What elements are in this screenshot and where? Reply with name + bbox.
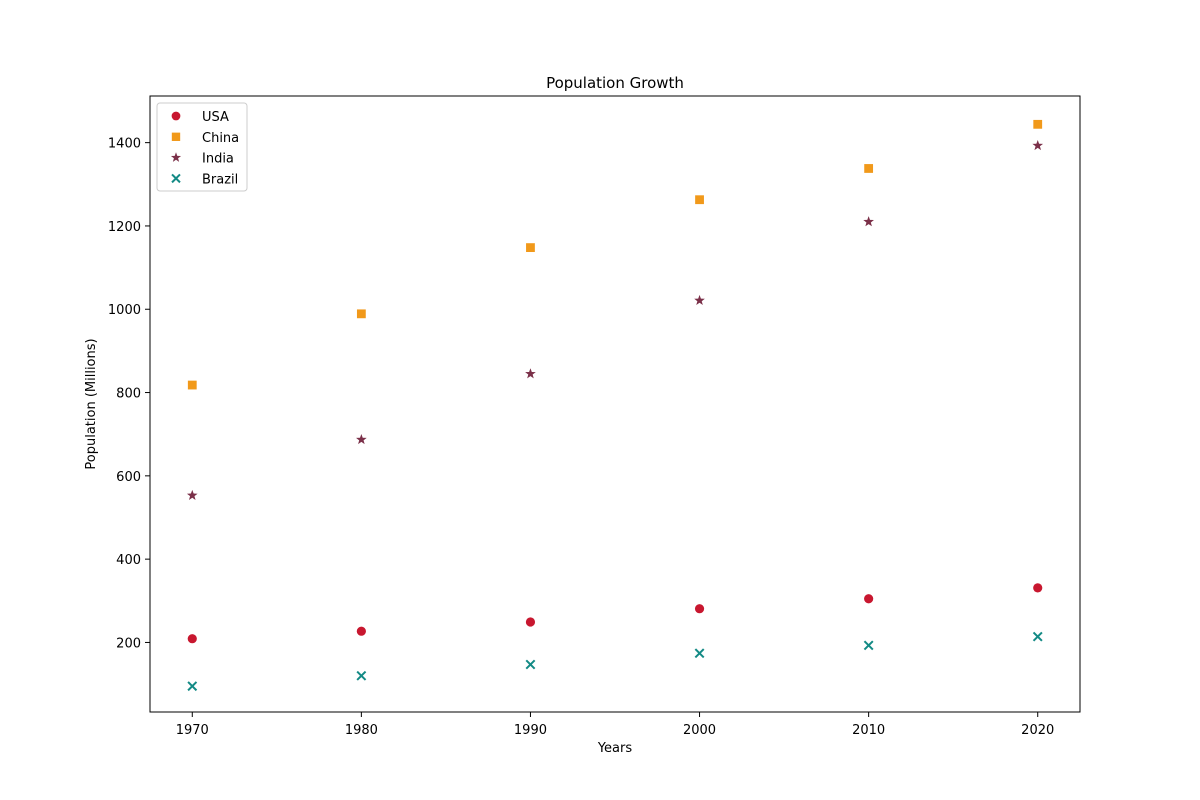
x-tick-label: 1970 xyxy=(176,723,209,738)
point-china-1970 xyxy=(187,380,197,390)
point-brazil-2010-stroke-b xyxy=(863,640,874,651)
chart-title: Population Growth xyxy=(546,74,684,92)
point-india-1980 xyxy=(356,434,367,445)
legend-label-india: India xyxy=(202,152,234,167)
point-brazil-2000-stroke-b xyxy=(694,648,705,659)
point-india-2010 xyxy=(863,216,874,227)
point-china-2020 xyxy=(1033,119,1043,129)
y-axis-title: Population (Millions) xyxy=(84,338,99,469)
point-china-2000 xyxy=(695,195,704,205)
legend-marker-usa xyxy=(171,111,181,121)
point-brazil-1980 xyxy=(356,670,367,681)
point-india-2000 xyxy=(694,294,705,306)
y-tick-label: 200 xyxy=(116,636,141,651)
point-china-2010 xyxy=(864,164,874,173)
point-usa-1970 xyxy=(187,634,197,644)
y-tick-label: 1400 xyxy=(108,137,141,152)
point-india-1970 xyxy=(186,489,198,500)
axes-frame xyxy=(149,95,1081,713)
legend-marker-china xyxy=(171,132,181,141)
legend: USA China India Brazil xyxy=(156,102,248,192)
x-tick-label: 2000 xyxy=(683,723,716,738)
point-brazil-2000 xyxy=(694,648,705,659)
x-tick-label: 2020 xyxy=(1021,723,1054,738)
point-india-2020 xyxy=(1032,139,1044,151)
y-tick-label: 1000 xyxy=(108,303,141,318)
x-tick-label: 1990 xyxy=(514,723,547,738)
point-usa-1980 xyxy=(356,626,366,636)
point-usa-2020 xyxy=(1033,583,1043,593)
legend-marker-brazil-stroke-b xyxy=(171,173,181,184)
point-china-1990 xyxy=(526,243,535,253)
legend-label-china: China xyxy=(202,131,239,146)
legend-label-brazil: Brazil xyxy=(202,172,238,187)
point-brazil-1990 xyxy=(525,659,536,670)
point-brazil-1970 xyxy=(187,681,198,692)
x-axis-title: Years xyxy=(597,741,633,756)
point-brazil-2010 xyxy=(863,640,874,651)
point-brazil-1970-stroke-b xyxy=(187,681,198,692)
y-tick-label: 1200 xyxy=(108,220,141,235)
point-usa-1990 xyxy=(525,617,536,627)
y-tick-label: 800 xyxy=(116,387,141,402)
plot-area: 1970 1980 1990 2000 2010 2020 200 400 600 800 1000… xyxy=(108,95,1081,738)
point-china-1980 xyxy=(356,309,366,319)
x-tick-label: 1980 xyxy=(345,723,378,738)
point-brazil-2020-stroke-b xyxy=(1032,631,1043,642)
legend-marker-india xyxy=(170,152,182,162)
point-brazil-2020 xyxy=(1032,631,1043,642)
y-tick-label: 400 xyxy=(116,553,141,568)
legend-marker-brazil xyxy=(171,173,181,184)
point-brazil-1980-stroke-b xyxy=(356,670,367,681)
point-usa-2010 xyxy=(864,594,874,604)
point-india-1990 xyxy=(525,368,536,379)
point-usa-2000 xyxy=(694,604,705,614)
y-tick-label: 600 xyxy=(116,470,141,485)
legend-label-usa: USA xyxy=(202,110,229,125)
x-tick-label: 2010 xyxy=(852,723,885,738)
legend-box xyxy=(156,102,248,192)
point-brazil-1990-stroke-b xyxy=(525,659,536,670)
